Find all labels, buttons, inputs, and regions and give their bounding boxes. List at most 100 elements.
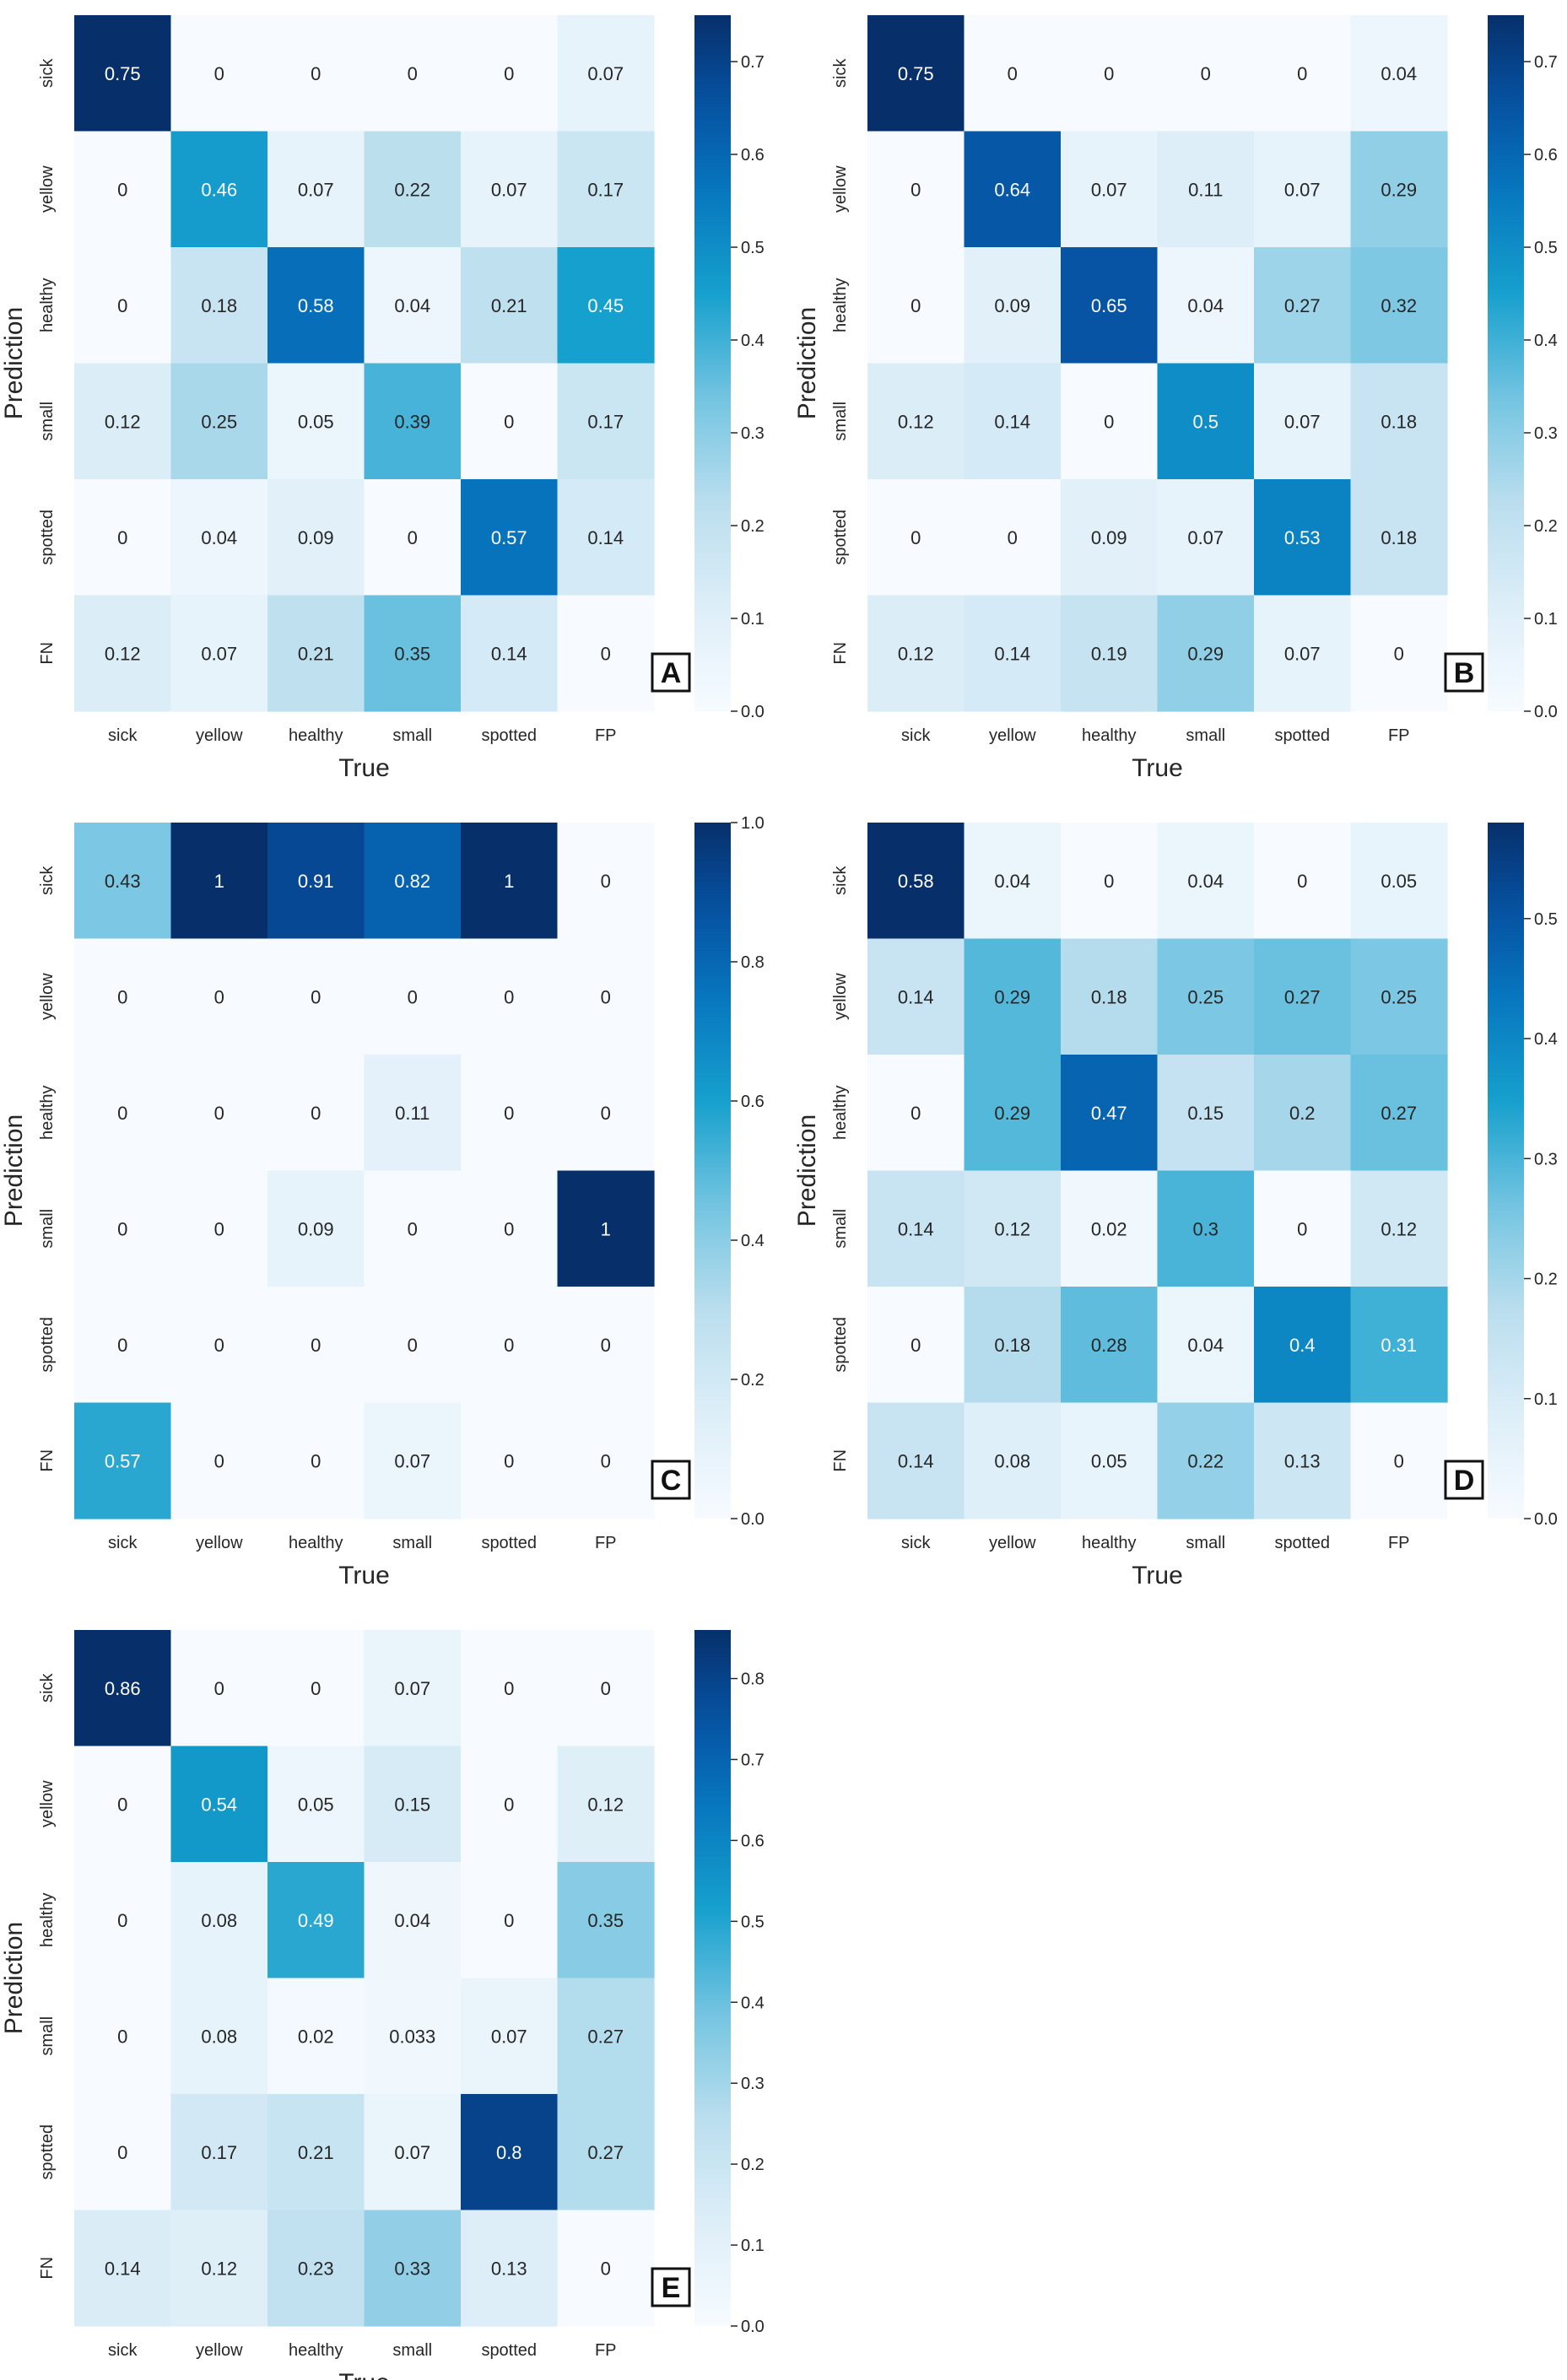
heatmap-cell-D-3-3 bbox=[1157, 1170, 1255, 1287]
colorbar-tick-label-E-1: 0.1 bbox=[741, 2237, 765, 2255]
cell-value-D-0-0: 0.58 bbox=[898, 871, 934, 892]
cell-value-B-2-1: 0.09 bbox=[994, 295, 1030, 316]
y-tick-label-B-4: spotted bbox=[831, 510, 850, 565]
x-tick-label-E-0: sick bbox=[108, 2341, 138, 2360]
cell-value-B-2-2: 0.65 bbox=[1091, 295, 1127, 316]
heatmap-cell-C-3-3 bbox=[364, 1170, 462, 1287]
colorbar-tick-label-B-3: 0.3 bbox=[1534, 424, 1558, 443]
cell-value-D-2-1: 0.29 bbox=[994, 1103, 1030, 1124]
cell-value-E-5-3: 0.33 bbox=[394, 2258, 430, 2279]
cell-value-E-4-5: 0.27 bbox=[587, 2142, 624, 2163]
cell-value-D-1-0: 0.14 bbox=[898, 986, 934, 1007]
cell-value-C-1-5: 0 bbox=[601, 986, 611, 1007]
colorbar-tick-label-D-1: 0.1 bbox=[1534, 1390, 1558, 1409]
heatmap-cell-A-4-2 bbox=[267, 479, 365, 596]
heatmap-cell-C-0-4 bbox=[461, 823, 559, 940]
heatmap-cell-E-5-4 bbox=[461, 2210, 559, 2327]
cell-value-E-5-4: 0.13 bbox=[491, 2258, 527, 2279]
heatmap-cell-B-3-0 bbox=[867, 363, 965, 480]
heatmap-cell-D-2-1 bbox=[964, 1055, 1062, 1172]
heatmap-cell-E-1-5 bbox=[557, 1746, 655, 1863]
heatmap-cell-C-5-1 bbox=[170, 1402, 268, 1519]
heatmap-cell-B-2-4 bbox=[1254, 247, 1352, 364]
cell-value-B-0-5: 0.04 bbox=[1381, 63, 1417, 84]
heatmap-cell-B-2-0 bbox=[867, 247, 965, 364]
heatmap-panel-A: 0.75 0 0 0 0 0.07 0 0.46 0.07 0.22 0.07 0.17 0 0.18 0.… bbox=[0, 15, 765, 782]
heatmap-cell-D-1-4 bbox=[1254, 938, 1352, 1055]
cell-value-A-4-3: 0 bbox=[408, 527, 418, 548]
heatmap-cell-E-1-1 bbox=[170, 1746, 268, 1863]
cell-value-E-1-3: 0.15 bbox=[394, 1794, 430, 1815]
colorbar-tick-label-E-2: 0.2 bbox=[741, 2156, 765, 2174]
cell-value-C-5-3: 0.07 bbox=[394, 1450, 430, 1471]
cell-value-C-4-4: 0 bbox=[504, 1335, 514, 1356]
cell-value-E-0-5: 0 bbox=[601, 1678, 611, 1699]
heatmap-cell-A-3-0 bbox=[74, 363, 172, 480]
colorbar-tick-label-C-3: 0.6 bbox=[741, 1093, 765, 1111]
heatmap-cell-E-1-0 bbox=[74, 1746, 172, 1863]
cell-value-A-0-2: 0 bbox=[311, 63, 321, 84]
heatmap-cell-D-1-3 bbox=[1157, 938, 1255, 1055]
heatmap-cell-A-4-1 bbox=[170, 479, 268, 596]
heatmap-cell-B-5-3 bbox=[1157, 595, 1255, 712]
cell-value-D-5-2: 0.05 bbox=[1091, 1450, 1127, 1471]
cell-value-A-3-0: 0.12 bbox=[105, 411, 141, 432]
x-tick-label-D-0: sick bbox=[901, 1534, 931, 1552]
heatmap-cell-A-1-2 bbox=[267, 131, 365, 248]
cell-value-E-3-0: 0 bbox=[117, 2026, 127, 2047]
heatmap-cell-D-0-1 bbox=[964, 823, 1062, 940]
cell-value-C-1-4: 0 bbox=[504, 986, 514, 1007]
cell-value-E-4-2: 0.21 bbox=[298, 2142, 334, 2163]
heatmap-cell-A-2-0 bbox=[74, 247, 172, 364]
heatmap-cell-D-0-3 bbox=[1157, 823, 1255, 940]
x-tick-label-C-2: healthy bbox=[289, 1534, 343, 1552]
heatmap-cell-D-1-1 bbox=[964, 938, 1062, 1055]
y-tick-label-B-1: yellow bbox=[831, 165, 850, 213]
cell-value-A-1-4: 0.07 bbox=[491, 179, 527, 200]
heatmap-cell-E-2-1 bbox=[170, 1862, 268, 1979]
cell-value-A-5-1: 0.07 bbox=[201, 643, 237, 664]
heatmap-cell-B-1-3 bbox=[1157, 131, 1255, 248]
heatmap-cell-A-4-5 bbox=[557, 479, 655, 596]
panel-label-box-B bbox=[1444, 652, 1484, 693]
heatmap-cell-C-3-2 bbox=[267, 1170, 365, 1287]
x-tick-label-D-2: healthy bbox=[1082, 1534, 1137, 1552]
cell-value-A-3-1: 0.25 bbox=[201, 411, 237, 432]
cell-value-D-5-3: 0.22 bbox=[1187, 1450, 1224, 1471]
cell-value-C-0-1: 1 bbox=[214, 871, 224, 892]
cell-value-C-4-3: 0 bbox=[408, 1335, 418, 1356]
heatmap-cell-A-3-1 bbox=[170, 363, 268, 480]
heatmap-cell-D-4-3 bbox=[1157, 1287, 1255, 1404]
cell-value-D-4-4: 0.4 bbox=[1289, 1335, 1316, 1356]
heatmap-cell-D-0-5 bbox=[1350, 823, 1448, 940]
colorbar-tick-label-D-3: 0.3 bbox=[1534, 1150, 1558, 1168]
heatmap-panel-B: 0.75 0 0 0 0 0.04 0 0.64 0.07 0.11 0.07 0.29 0 0.09 0.… bbox=[793, 15, 1558, 782]
cell-value-B-5-3: 0.29 bbox=[1187, 643, 1224, 664]
x-axis-title-E: True bbox=[338, 2369, 390, 2380]
x-tick-label-B-5: FP bbox=[1388, 726, 1410, 745]
heatmap-cell-C-4-0 bbox=[74, 1287, 172, 1404]
cell-value-C-0-2: 0.91 bbox=[298, 871, 334, 892]
x-tick-label-B-1: yellow bbox=[989, 726, 1036, 745]
cell-value-C-2-4: 0 bbox=[504, 1103, 514, 1124]
cell-value-B-0-1: 0 bbox=[1008, 63, 1018, 84]
heatmap-cell-E-0-4 bbox=[461, 1630, 559, 1747]
cell-value-D-3-3: 0.3 bbox=[1192, 1218, 1218, 1239]
heatmap-cell-A-5-3 bbox=[364, 595, 462, 712]
cell-value-A-4-1: 0.04 bbox=[201, 527, 237, 548]
heatmap-panel-C: 0.43 1 0.91 0.82 1 0 0 0 0 0 0 0 0 0 0 0.11 0 0 0 0 0.09 0 0 1 0… bbox=[0, 814, 765, 1589]
colorbar-tick-label-B-4: 0.4 bbox=[1534, 332, 1558, 350]
y-tick-label-A-4: spotted bbox=[38, 510, 57, 565]
cell-value-C-3-0: 0 bbox=[117, 1218, 127, 1239]
y-tick-label-E-5: FN bbox=[38, 2257, 57, 2280]
x-tick-label-B-3: small bbox=[1186, 726, 1225, 745]
panel-label-box-D bbox=[1444, 1460, 1484, 1500]
heatmap-cell-D-4-4 bbox=[1254, 1287, 1352, 1404]
heatmap-cell-C-2-5 bbox=[557, 1055, 655, 1172]
colorbar-tick-label-C-5: 1.0 bbox=[741, 814, 765, 833]
heatmap-cell-B-0-4 bbox=[1254, 15, 1352, 132]
heatmap-cell-B-2-3 bbox=[1157, 247, 1255, 364]
cell-value-B-3-5: 0.18 bbox=[1381, 411, 1417, 432]
heatmap-cell-E-3-2 bbox=[267, 1978, 365, 2095]
y-tick-label-D-5: FN bbox=[831, 1449, 850, 1472]
